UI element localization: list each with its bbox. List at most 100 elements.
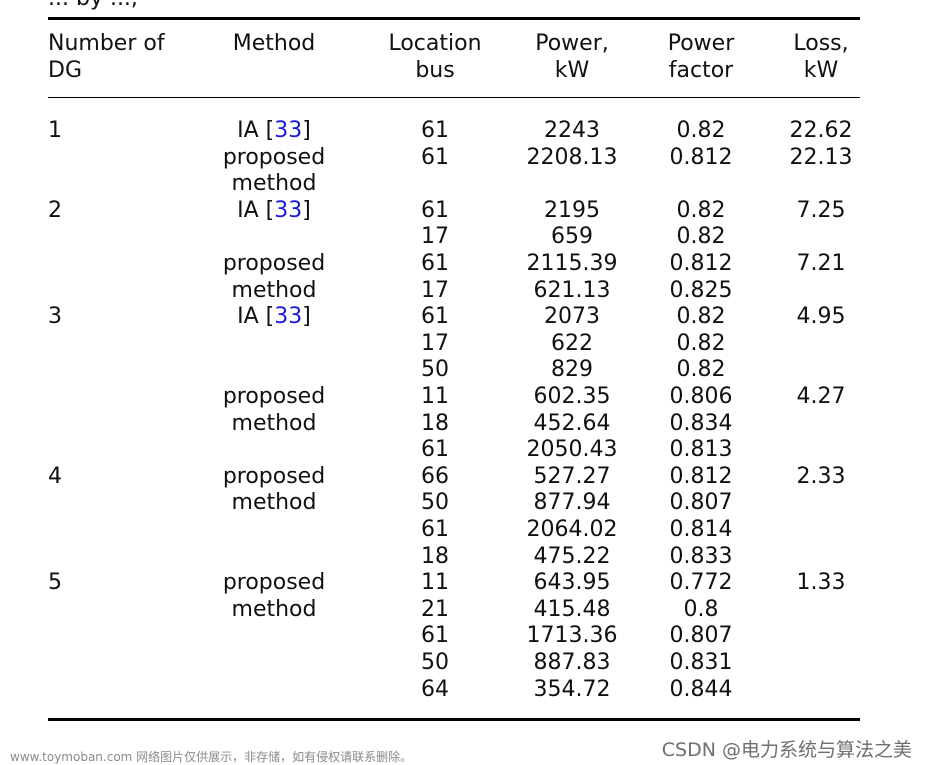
cell-power-factor: 0.813 [669, 437, 733, 463]
cell-power-factor: 0.772 [669, 570, 733, 596]
cell-power-factor: 0.834 [669, 410, 733, 436]
cell-power-factor: 0.807 [669, 490, 733, 516]
cell-location-bus: 18 [421, 543, 449, 569]
cell-location-bus: 50 [421, 490, 449, 516]
method-label: IA [237, 197, 259, 223]
cell-dg-number: 1 [48, 118, 62, 143]
cell-dg-number: 5 [48, 570, 62, 596]
cell-location-bus: 64 [421, 676, 449, 702]
caption-fragment: ... by ..., [48, 0, 138, 11]
cell-power-factor: 0.812 [669, 463, 733, 489]
header-line: DG [48, 58, 82, 83]
cell-power-factor: 0.825 [669, 277, 733, 303]
cell-power: 2050.43 [526, 437, 618, 463]
cell-method: method [231, 596, 317, 622]
citation-link[interactable]: 33 [274, 197, 303, 223]
header-line: kW [554, 58, 590, 83]
method-label: IA [237, 118, 259, 143]
cell-loss: 1.33 [796, 570, 846, 596]
cell-loss: 22.62 [789, 118, 853, 143]
cell-loss: 22.13 [789, 144, 853, 170]
cell-power: 2064.02 [526, 517, 618, 542]
header-line: kW [803, 58, 839, 83]
cell-power-factor: 0.82 [676, 118, 726, 143]
cell-method: method [231, 490, 317, 516]
header-location-bus: Location bus [388, 30, 481, 84]
cell-loss: 7.21 [796, 251, 846, 276]
cell-power-factor: 0.82 [676, 224, 726, 250]
cell-location-bus: 11 [421, 384, 449, 409]
citation-bracket: [ [258, 304, 275, 330]
citation-bracket: ] [302, 304, 311, 330]
header-method: Method [233, 30, 316, 57]
cell-dg-number: 3 [48, 304, 62, 330]
cell-power: 877.94 [533, 490, 611, 516]
cell-location-bus: 50 [421, 357, 449, 383]
cell-loss: 2.33 [796, 463, 846, 489]
header-line: factor [668, 58, 734, 83]
cell-location-bus: 61 [421, 437, 449, 463]
cell-method: proposed [222, 463, 326, 489]
cell-location-bus: 61 [421, 197, 449, 223]
cell-power-factor: 0.806 [669, 384, 733, 409]
cell-location-bus: 17 [421, 224, 449, 250]
header-line: Number of [48, 31, 165, 56]
table-bottom-rule [48, 718, 860, 721]
cell-location-bus: 17 [421, 277, 449, 303]
header-line: Power, [535, 31, 609, 56]
citation-link[interactable]: 33 [274, 304, 303, 330]
cell-power-factor: 0.812 [669, 251, 733, 276]
watermark-right: CSDN @电力系统与算法之美 [661, 739, 912, 761]
header-power: Power, kW [535, 30, 609, 84]
cell-power-factor: 0.82 [676, 197, 726, 223]
cell-power-factor: 0.807 [669, 623, 733, 649]
header-line: Loss, [793, 31, 849, 56]
cell-power: 829 [551, 357, 593, 383]
header-power-factor: Power factor [668, 30, 735, 84]
cell-power: 452.64 [533, 410, 611, 436]
method-label: IA [237, 304, 259, 330]
cell-power-factor: 0.82 [676, 304, 726, 330]
cell-method: proposed [222, 570, 326, 596]
cell-location-bus: 61 [421, 304, 449, 330]
cell-power-factor: 0.814 [669, 517, 733, 542]
cell-location-bus: 11 [421, 570, 449, 596]
cell-location-bus: 17 [421, 330, 449, 356]
cell-power: 659 [551, 224, 593, 250]
citation-bracket: ] [302, 118, 311, 143]
watermark-left: www.toymoban.com 网络图片仅供展示，非存储，如有侵权请联系删除。 [10, 750, 413, 764]
citation-bracket: ] [302, 197, 311, 223]
cell-dg-number: 4 [48, 463, 62, 489]
cell-power: 2208.13 [526, 144, 618, 170]
cell-power: 2073 [544, 304, 600, 330]
cell-loss: 4.27 [796, 384, 846, 409]
citation-bracket: [ [258, 118, 275, 143]
cell-method: proposed [222, 144, 326, 170]
citation-bracket: [ [258, 197, 275, 223]
cell-location-bus: 61 [421, 251, 449, 276]
cell-location-bus: 50 [421, 650, 449, 675]
cell-power: 2243 [544, 118, 600, 143]
cell-location-bus: 61 [421, 623, 449, 649]
cell-power-factor: 0.8 [683, 596, 719, 622]
cell-power: 1713.36 [526, 623, 618, 649]
header-number-of-dg: Number of DG [48, 30, 165, 84]
cell-method: method [231, 171, 317, 197]
header-line: Method [232, 31, 316, 56]
table-header-rule [48, 97, 860, 98]
cell-power-factor: 0.82 [676, 357, 726, 383]
citation-link[interactable]: 33 [274, 118, 303, 143]
cell-power: 621.13 [533, 277, 611, 303]
cell-dg-number: 2 [48, 197, 62, 223]
cell-power: 622 [551, 330, 593, 356]
header-line: bus [415, 58, 455, 83]
cell-power-factor: 0.82 [676, 330, 726, 356]
cell-method: IA [33] [237, 118, 311, 145]
table-top-rule [48, 17, 860, 20]
cell-method: proposed [222, 251, 326, 276]
header-line: Power [667, 31, 735, 56]
cell-loss: 4.95 [796, 304, 846, 330]
header-line: Location [388, 31, 482, 56]
cell-location-bus: 66 [421, 463, 449, 489]
cell-power: 2115.39 [526, 251, 618, 276]
